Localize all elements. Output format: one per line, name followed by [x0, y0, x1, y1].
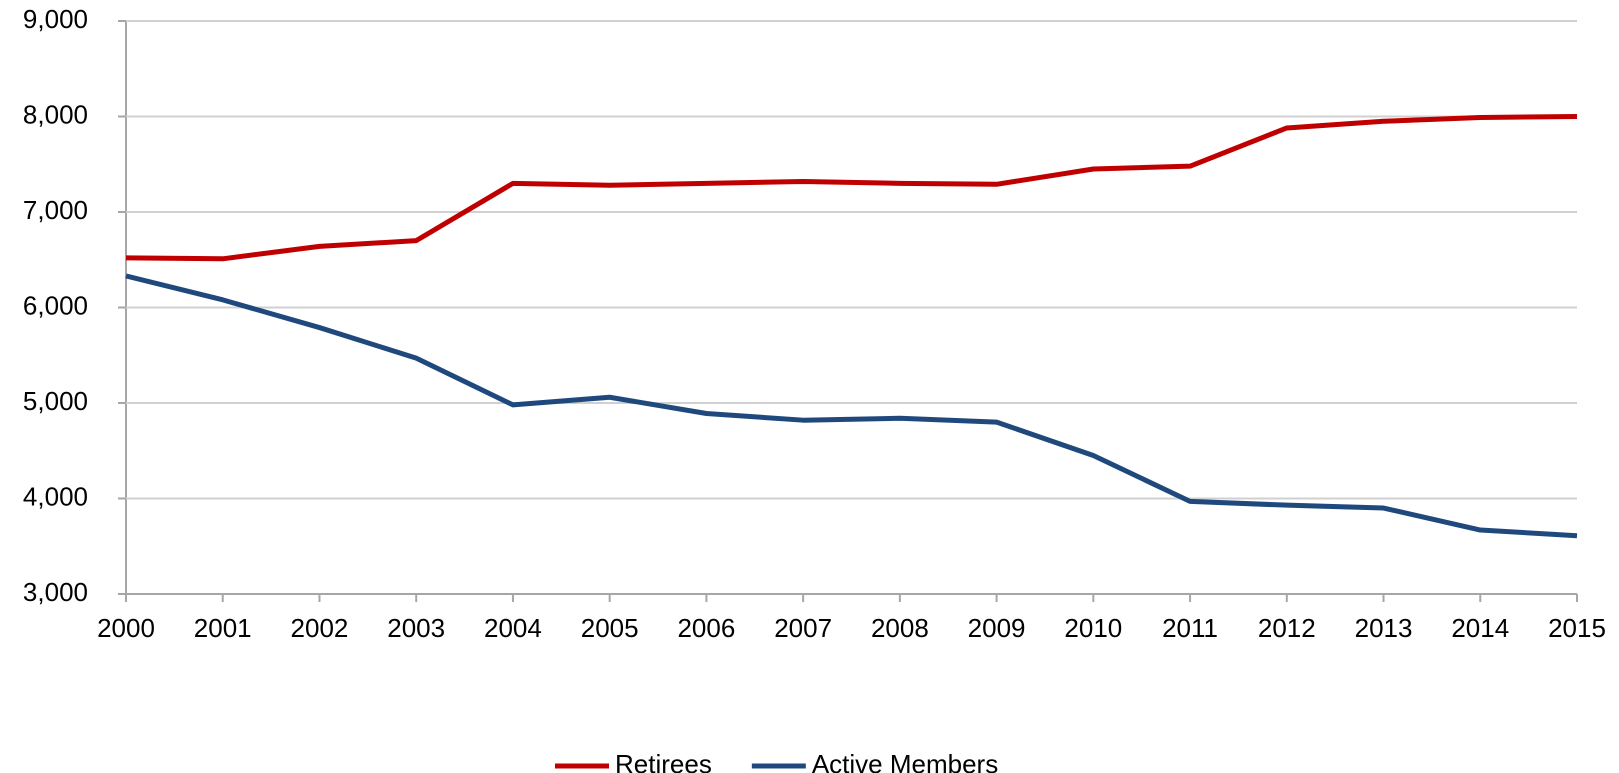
y-tick-label: 9,000	[23, 4, 88, 34]
x-tick-label: 2009	[968, 613, 1026, 643]
x-tick-label: 2008	[871, 613, 929, 643]
x-tick-label: 2012	[1258, 613, 1316, 643]
x-tick-label: 2015	[1548, 613, 1606, 643]
x-tick-label: 2002	[291, 613, 349, 643]
x-tick-label: 2005	[581, 613, 639, 643]
series-line	[125, 273, 1578, 539]
x-tick-label: 2001	[194, 613, 252, 643]
series-line	[125, 114, 1578, 262]
x-tick-label: 2000	[97, 613, 155, 643]
y-tick-label: 6,000	[23, 290, 88, 320]
x-tick-label: 2004	[484, 613, 542, 643]
x-tick-label: 2007	[774, 613, 832, 643]
x-tick-label: 2013	[1355, 613, 1413, 643]
y-tick-label: 5,000	[23, 386, 88, 416]
x-tick-label: 2003	[387, 613, 445, 643]
x-tick-label: 2011	[1162, 613, 1218, 643]
x-tick-label: 2010	[1064, 613, 1122, 643]
y-tick-label: 3,000	[23, 577, 88, 607]
legend-label: Retirees	[615, 749, 712, 773]
y-tick-label: 7,000	[23, 195, 88, 225]
x-tick-label: 2006	[677, 613, 735, 643]
y-tick-label: 8,000	[23, 99, 88, 129]
legend-label: Active Members	[812, 749, 998, 773]
x-tick-label: 2014	[1451, 613, 1509, 643]
y-tick-label: 4,000	[23, 481, 88, 511]
